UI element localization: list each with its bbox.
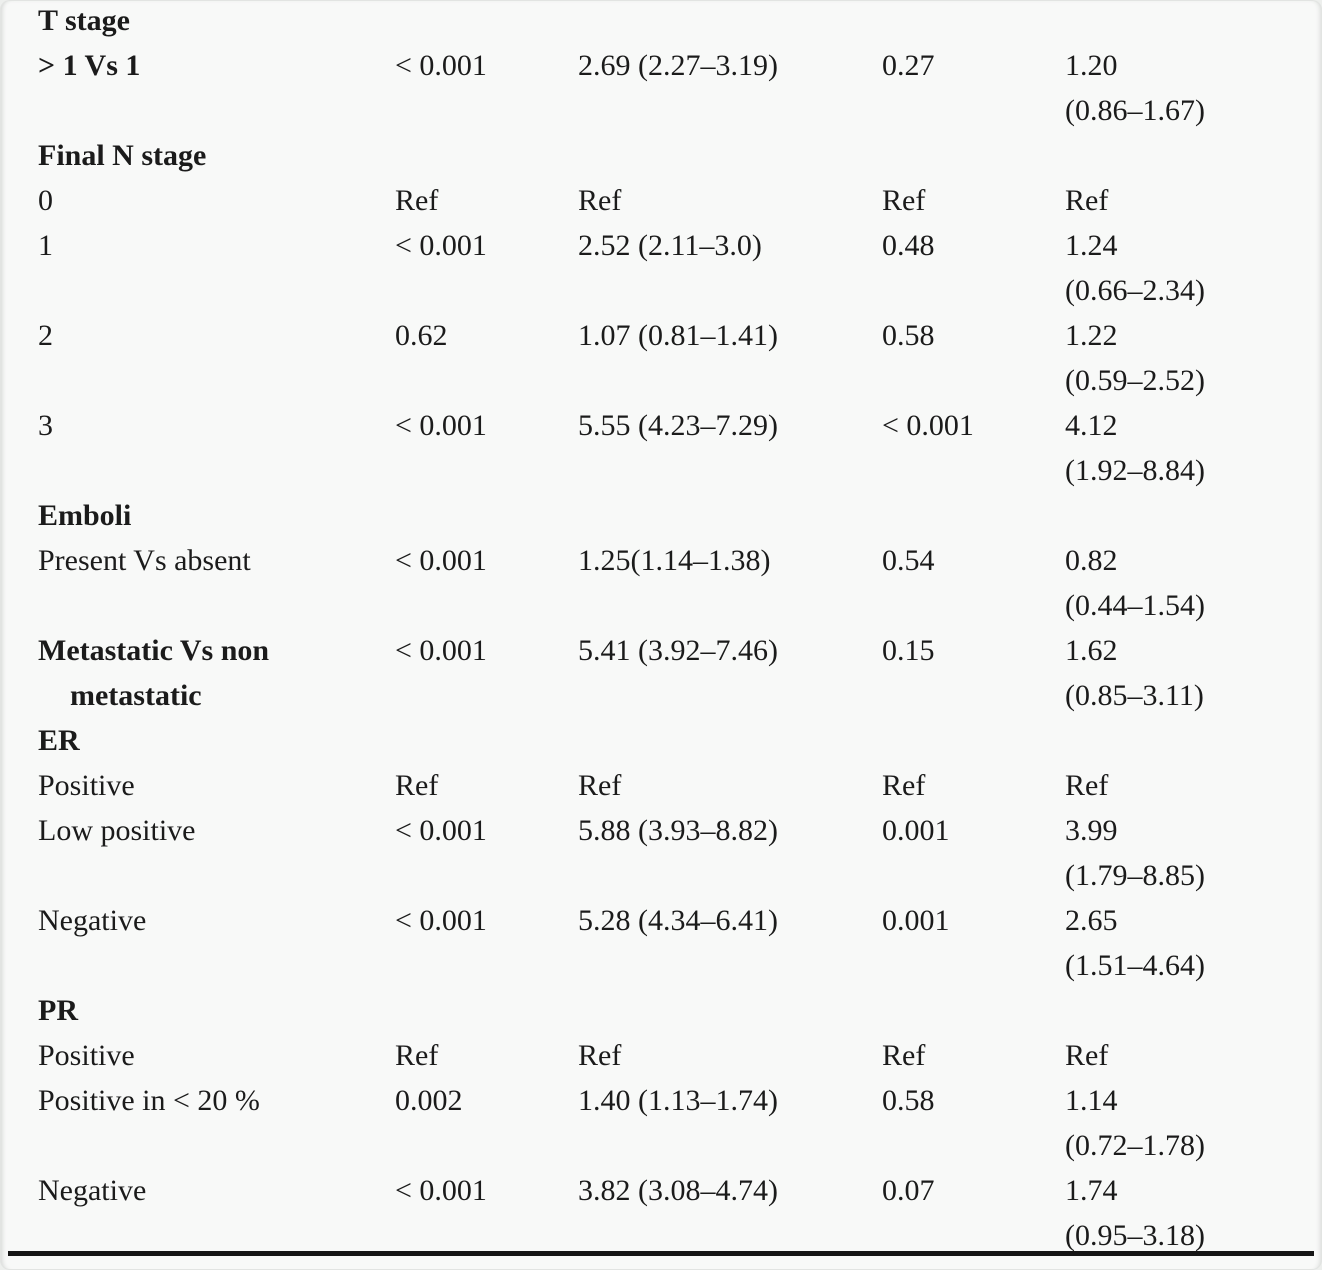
row-label-cell: Negative [38,904,147,937]
row-label-cell: 2 [38,319,53,352]
section-header: Emboli [38,499,132,532]
p-multivariable-cell: Ref [882,1039,926,1072]
estimate-univariable-cell: Ref [578,769,622,802]
estimate-multivariable-cell: 0.82 (0.44–1.54) [1065,544,1205,622]
data-row: 3 < 0.001 5.55 (4.23–7.29) < 0.001 4.12 … [38,403,1320,493]
data-row: Metastatic Vs non metastatic < 0.001 5.4… [38,628,1320,718]
data-row: > 1 Vs 1 < 0.001 2.69 (2.27–3.19) 0.27 1… [38,43,1320,133]
p-multivariable-cell: 0.15 [882,634,935,667]
estimate-univariable-cell: 5.28 (4.34–6.41) [578,904,778,937]
estimate-univariable-cell: 2.69 (2.27–3.19) [578,49,778,82]
p-univariable-cell: < 0.001 [395,49,487,82]
estimate-univariable-cell: 2.52 (2.11–3.0) [578,229,762,262]
estimate-multivariable-cell: 1.20 (0.86–1.67) [1065,49,1205,127]
p-univariable-cell: < 0.001 [395,904,487,937]
table-bottom-rule [8,1251,1314,1256]
estimate-multivariable-cell: 1.62 (0.85–3.11) [1065,634,1204,712]
estimate-univariable-cell: 3.82 (3.08–4.74) [578,1174,778,1207]
section-header: T stage [38,4,130,37]
data-row: 1 < 0.001 2.52 (2.11–3.0) 0.48 1.24 (0.6… [38,223,1320,313]
section-row-t-stage: T stage [38,0,1320,43]
row-label-cell: Positive [38,1039,135,1072]
section-row-er: ER [38,718,1320,763]
row-label-cell: > 1 Vs 1 [38,49,141,82]
data-row: 2 0.62 1.07 (0.81–1.41) 0.58 1.22 (0.59–… [38,313,1320,403]
p-multivariable-cell: 0.54 [882,544,935,577]
row-label-cell: 0 [38,184,53,217]
estimate-univariable-cell: Ref [578,184,622,217]
estimate-univariable-cell: 1.07 (0.81–1.41) [578,319,778,352]
estimate-multivariable-cell: 1.24 (0.66–2.34) [1065,229,1205,307]
section-header: ER [38,724,80,757]
section-row-pr: PR [38,988,1320,1033]
data-row: 0 Ref Ref Ref Ref [38,178,1320,223]
p-multivariable-cell: 0.48 [882,229,935,262]
data-row: Positive in < 20 % 0.002 1.40 (1.13–1.74… [38,1078,1320,1168]
p-multivariable-cell: 0.001 [882,904,950,937]
estimate-multivariable-cell: 1.74 (0.95–3.18) [1065,1174,1205,1252]
p-multivariable-cell: 0.27 [882,49,935,82]
data-row: Low positive < 0.001 5.88 (3.93–8.82) 0.… [38,808,1320,898]
p-univariable-cell: < 0.001 [395,1174,487,1207]
estimate-univariable-cell: 5.88 (3.93–8.82) [578,814,778,847]
section-header: Final N stage [38,139,207,172]
p-multivariable-cell: Ref [882,769,926,802]
row-label-cell: Metastatic Vs non metastatic [38,634,270,712]
row-label-cell: 3 [38,409,53,442]
estimate-multivariable-cell: 1.22 (0.59–2.52) [1065,319,1205,397]
data-row: Negative < 0.001 5.28 (4.34–6.41) 0.001 … [38,898,1320,988]
section-header: PR [38,994,78,1027]
row-label-cell: Negative [38,1174,147,1207]
estimate-multivariable-cell: Ref [1065,769,1109,802]
row-label-cell: Positive [38,769,135,802]
p-univariable-cell: 0.002 [395,1084,463,1117]
p-multivariable-cell: < 0.001 [882,409,974,442]
p-univariable-cell: Ref [395,769,439,802]
p-multivariable-cell: Ref [882,184,926,217]
p-multivariable-cell: 0.58 [882,1084,935,1117]
data-row: Positive Ref Ref Ref Ref [38,1033,1320,1078]
estimate-multivariable-cell: 3.99 (1.79–8.85) [1065,814,1205,892]
data-row: Negative < 0.001 3.82 (3.08–4.74) 0.07 1… [38,1168,1320,1258]
estimate-univariable-cell: 1.25(1.14–1.38) [578,544,771,577]
p-multivariable-cell: 0.58 [882,319,935,352]
p-univariable-cell: Ref [395,1039,439,1072]
estimate-multivariable-cell: 1.14 (0.72–1.78) [1065,1084,1205,1162]
p-univariable-cell: < 0.001 [395,814,487,847]
estimate-univariable-cell: 5.55 (4.23–7.29) [578,409,778,442]
p-multivariable-cell: 0.001 [882,814,950,847]
estimate-univariable-cell: Ref [578,1039,622,1072]
p-univariable-cell: < 0.001 [395,634,487,667]
p-univariable-cell: < 0.001 [395,409,487,442]
data-row: Positive Ref Ref Ref Ref [38,763,1320,808]
estimate-univariable-cell: 1.40 (1.13–1.74) [578,1084,778,1117]
results-table: T stage > 1 Vs 1 < 0.001 2.69 (2.27–3.19… [38,0,1320,1258]
row-label-cell: 1 [38,229,53,262]
section-row-emboli: Emboli [38,493,1320,538]
estimate-multivariable-cell: 2.65 (1.51–4.64) [1065,904,1205,982]
p-multivariable-cell: 0.07 [882,1174,935,1207]
p-univariable-cell: 0.62 [395,319,448,352]
data-row: Present Vs absent < 0.001 1.25(1.14–1.38… [38,538,1320,628]
p-univariable-cell: < 0.001 [395,229,487,262]
estimate-multivariable-cell: Ref [1065,184,1109,217]
p-univariable-cell: < 0.001 [395,544,487,577]
estimate-univariable-cell: 5.41 (3.92–7.46) [578,634,778,667]
estimate-multivariable-cell: 4.12 (1.92–8.84) [1065,409,1205,487]
p-univariable-cell: Ref [395,184,439,217]
estimate-multivariable-cell: Ref [1065,1039,1109,1072]
row-label-cell: Low positive [38,814,196,847]
section-row-final-n-stage: Final N stage [38,133,1320,178]
row-label-cell: Present Vs absent [38,544,251,577]
row-label-cell: Positive in < 20 % [38,1084,260,1117]
